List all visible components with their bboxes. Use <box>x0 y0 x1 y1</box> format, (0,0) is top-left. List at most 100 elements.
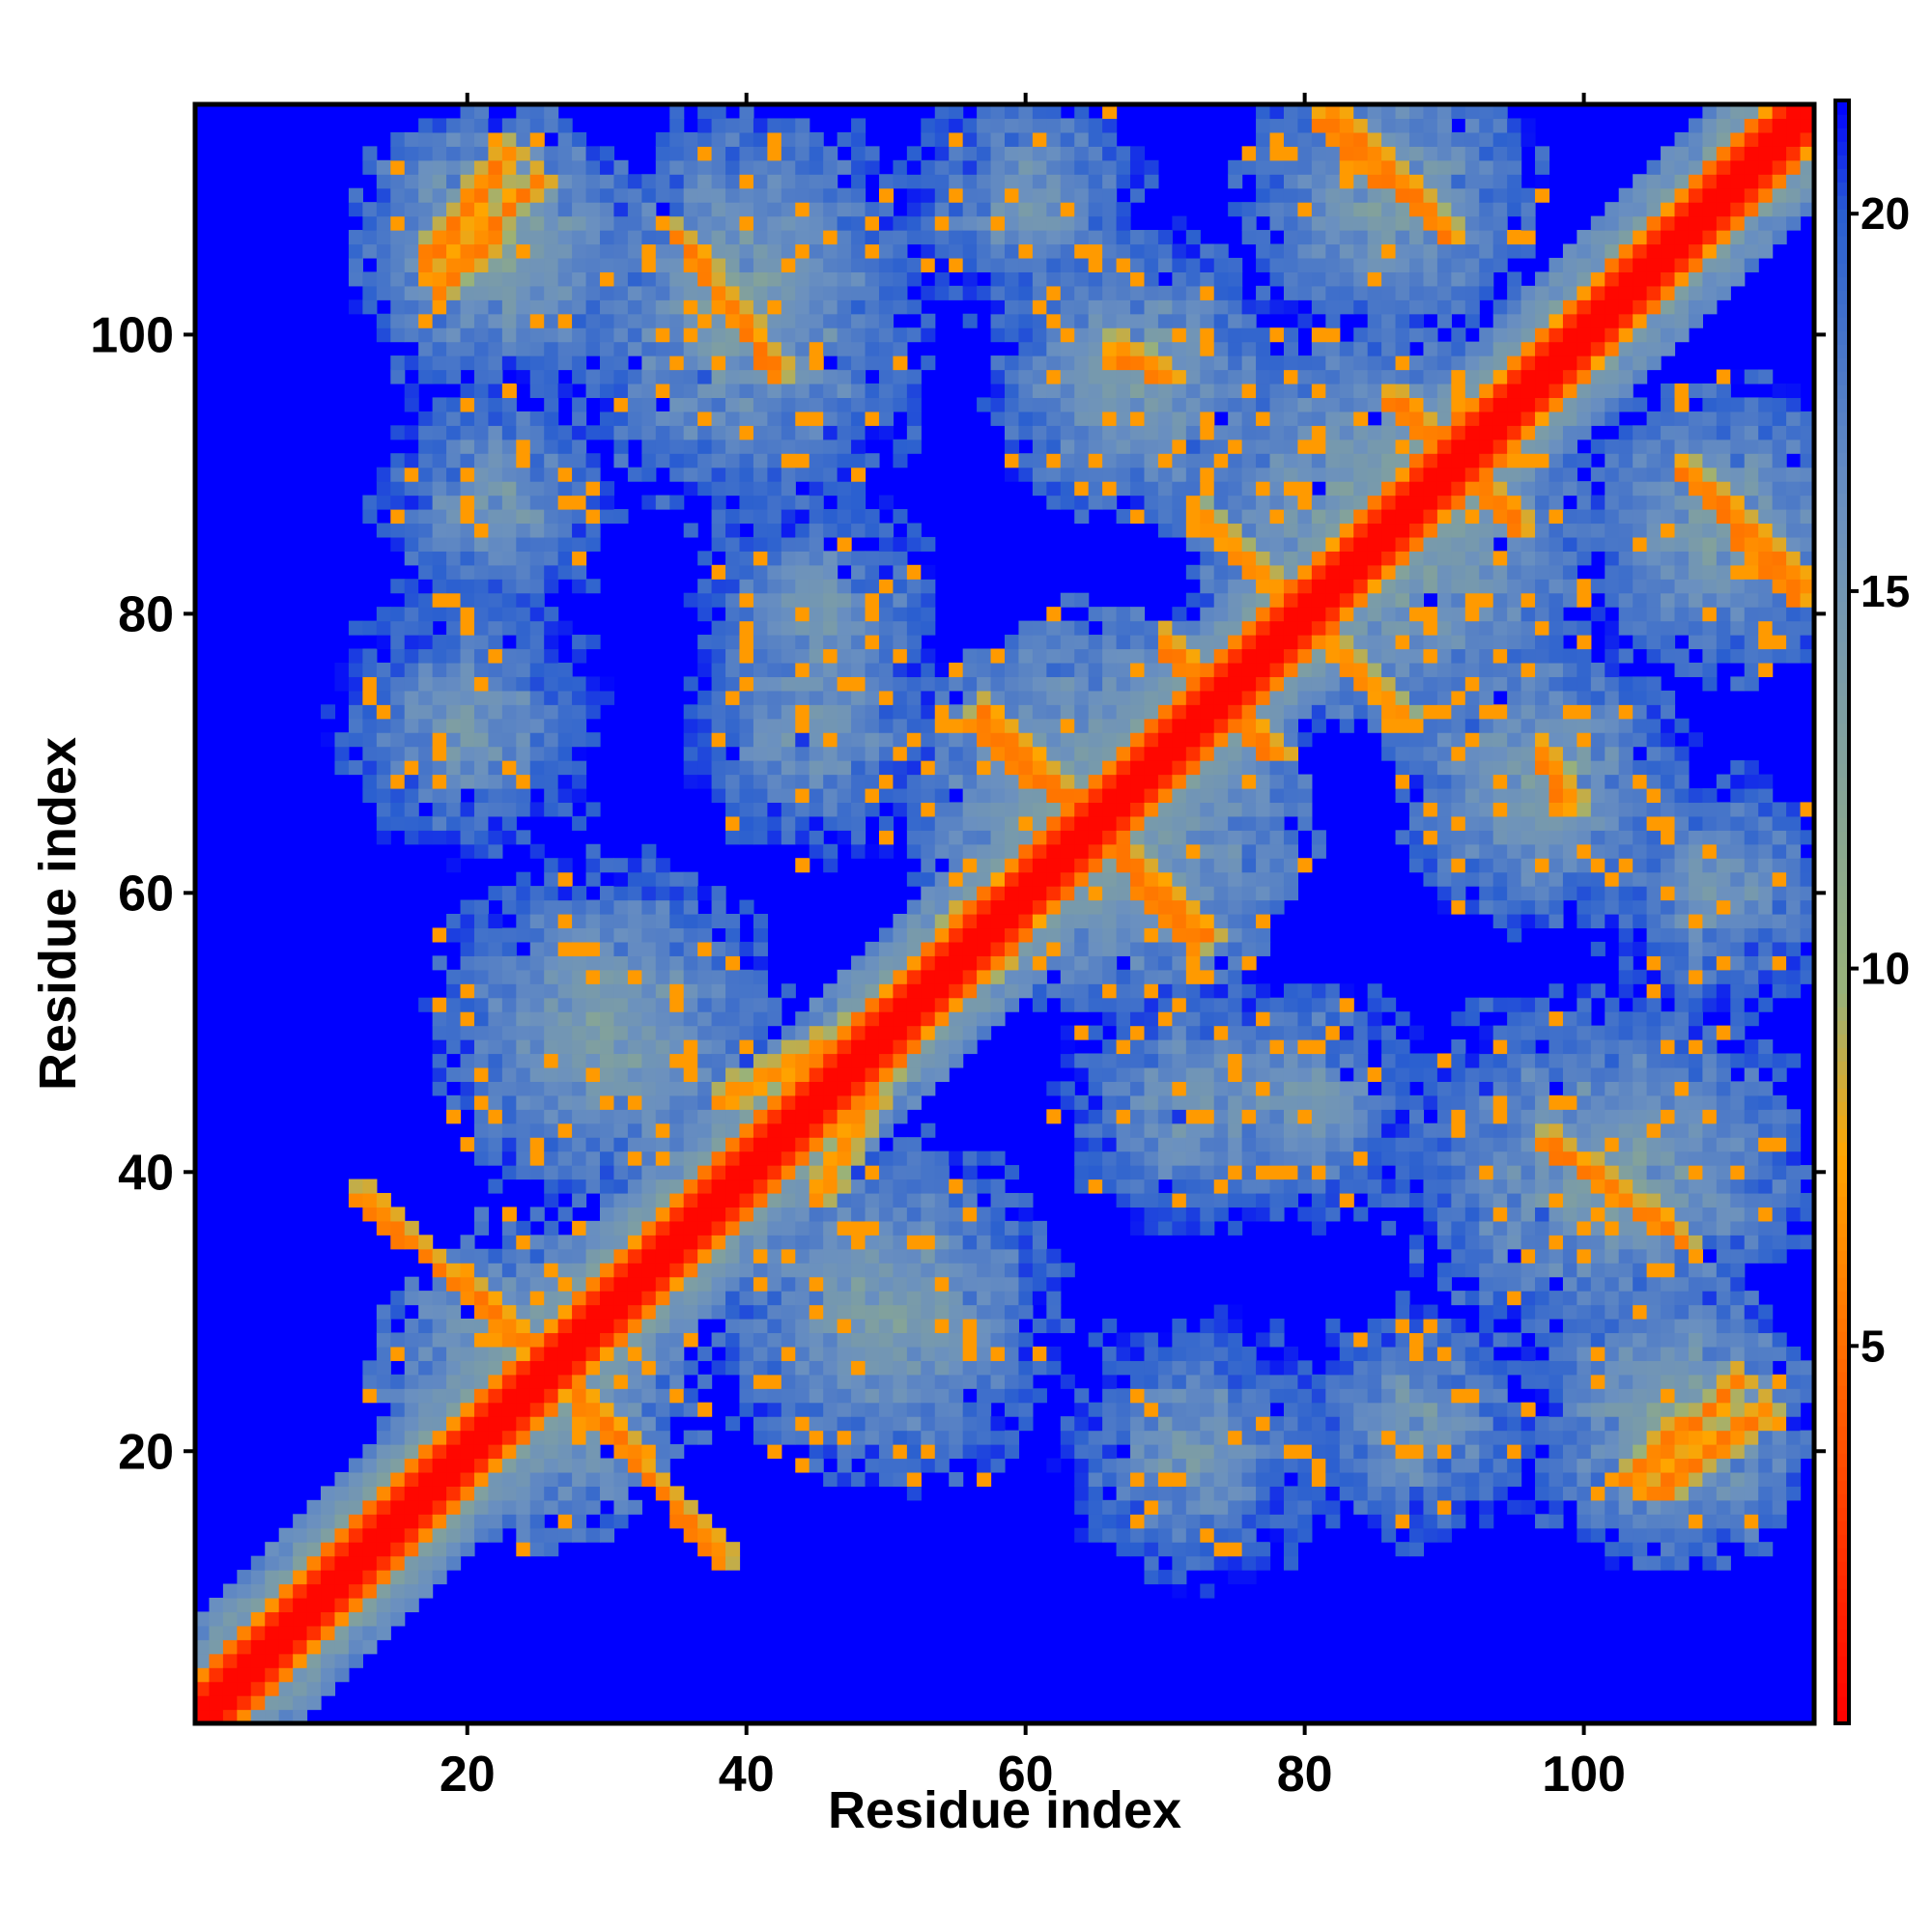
heatmap-cell <box>697 230 713 245</box>
heatmap-cell <box>767 802 782 817</box>
heatmap-cell <box>949 243 964 259</box>
heatmap-cell <box>1200 257 1215 272</box>
heatmap-cell <box>529 969 545 984</box>
heatmap-cell <box>655 955 670 971</box>
heatmap-cell <box>1005 802 1020 817</box>
heatmap-cell <box>585 914 601 929</box>
heatmap-cell <box>544 1291 559 1306</box>
heatmap-cell <box>516 1430 531 1445</box>
heatmap-cell <box>1213 1499 1229 1515</box>
heatmap-cell <box>1102 1094 1118 1110</box>
heatmap-cell <box>446 927 462 943</box>
heatmap-cell <box>557 215 573 231</box>
heatmap-cell <box>460 607 475 622</box>
heatmap-cell <box>544 1053 559 1068</box>
heatmap-cell <box>557 341 573 356</box>
heatmap-cell <box>697 159 713 175</box>
heatmap-cell <box>906 774 922 789</box>
heatmap-cell <box>1144 774 1159 789</box>
heatmap-cell <box>977 830 992 845</box>
heatmap-cell <box>488 1066 503 1082</box>
heatmap-cell <box>851 257 867 272</box>
heatmap-cell <box>655 131 670 147</box>
heatmap-cell <box>851 620 867 636</box>
heatmap-cell <box>488 760 503 776</box>
heatmap-cell <box>1130 411 1146 426</box>
heatmap-cell <box>1005 1304 1020 1320</box>
heatmap-cell <box>544 285 559 300</box>
heatmap-cell <box>516 1235 531 1250</box>
heatmap-cell <box>488 927 503 943</box>
heatmap-cell <box>1102 858 1118 873</box>
heatmap-cell <box>446 969 462 984</box>
heatmap-cell <box>516 327 531 343</box>
heatmap-cell <box>1130 969 1146 984</box>
heatmap-cell <box>934 271 950 287</box>
heatmap-cell <box>921 802 936 817</box>
heatmap-cell <box>753 1416 768 1432</box>
heatmap-cell <box>585 1094 601 1110</box>
heatmap-cell <box>781 1122 796 1138</box>
heatmap-cell <box>1005 1235 1020 1250</box>
heatmap-cell <box>1116 607 1131 622</box>
heatmap-cell <box>837 1319 852 1334</box>
heatmap-cell <box>557 690 573 705</box>
heatmap-cell <box>669 1066 685 1082</box>
heatmap-cell <box>655 1235 670 1250</box>
heatmap-cell <box>572 886 587 901</box>
heatmap-cell <box>711 327 726 343</box>
heatmap-cell <box>893 1192 908 1208</box>
heatmap-cell <box>1144 509 1159 525</box>
heatmap-cell <box>1144 159 1159 175</box>
heatmap-cell <box>516 899 531 915</box>
heatmap-cell <box>1032 313 1047 328</box>
heatmap-cell <box>1130 1179 1146 1194</box>
heatmap-cell <box>544 271 559 287</box>
heatmap-cell <box>627 313 642 328</box>
heatmap-cell <box>921 1248 936 1264</box>
heatmap-cell <box>837 439 852 454</box>
heatmap-cell <box>1032 1319 1047 1334</box>
heatmap-cell <box>1005 1263 1020 1278</box>
heatmap-cell <box>921 941 936 956</box>
heatmap-cell <box>990 313 1006 328</box>
heatmap-cell <box>893 662 908 677</box>
heatmap-cell <box>893 230 908 245</box>
heatmap-cell <box>572 815 587 831</box>
heatmap-cell <box>865 1319 880 1334</box>
heatmap-cell <box>865 997 880 1012</box>
heatmap-cell <box>725 955 741 971</box>
heatmap-cell <box>1144 969 1159 984</box>
heatmap-cell <box>809 536 824 552</box>
heatmap-cell <box>697 1248 713 1264</box>
heatmap-cell <box>390 607 406 622</box>
heatmap-cell <box>655 1192 670 1208</box>
heatmap-cell <box>1032 1248 1047 1264</box>
heatmap-cell <box>613 1081 629 1096</box>
heatmap-cell <box>697 1542 713 1557</box>
heatmap-cell <box>753 215 768 231</box>
heatmap-cell <box>516 1416 531 1432</box>
heatmap-cell <box>781 635 796 650</box>
heatmap-cell <box>516 635 531 650</box>
heatmap-cell <box>544 746 559 761</box>
heatmap-cell <box>1005 927 1020 943</box>
heatmap-cell <box>1018 118 1034 133</box>
heatmap-cell <box>390 802 406 817</box>
heatmap-cell <box>753 802 768 817</box>
heatmap-cell <box>544 523 559 538</box>
heatmap-cell <box>934 1276 950 1292</box>
heatmap-cell <box>655 1207 670 1222</box>
heatmap-cell <box>878 523 895 538</box>
heatmap-cell <box>446 732 462 748</box>
heatmap-cell <box>823 425 838 440</box>
heatmap-cell <box>1018 1207 1034 1222</box>
heatmap-cell <box>529 914 545 929</box>
heatmap-cell <box>627 1151 642 1166</box>
heatmap-cell <box>321 1639 336 1655</box>
heatmap-cell <box>446 1276 462 1292</box>
heatmap-cell <box>613 215 629 231</box>
heatmap-cell <box>613 230 629 245</box>
heatmap-cell <box>809 453 824 469</box>
heatmap-cell <box>767 1151 782 1166</box>
